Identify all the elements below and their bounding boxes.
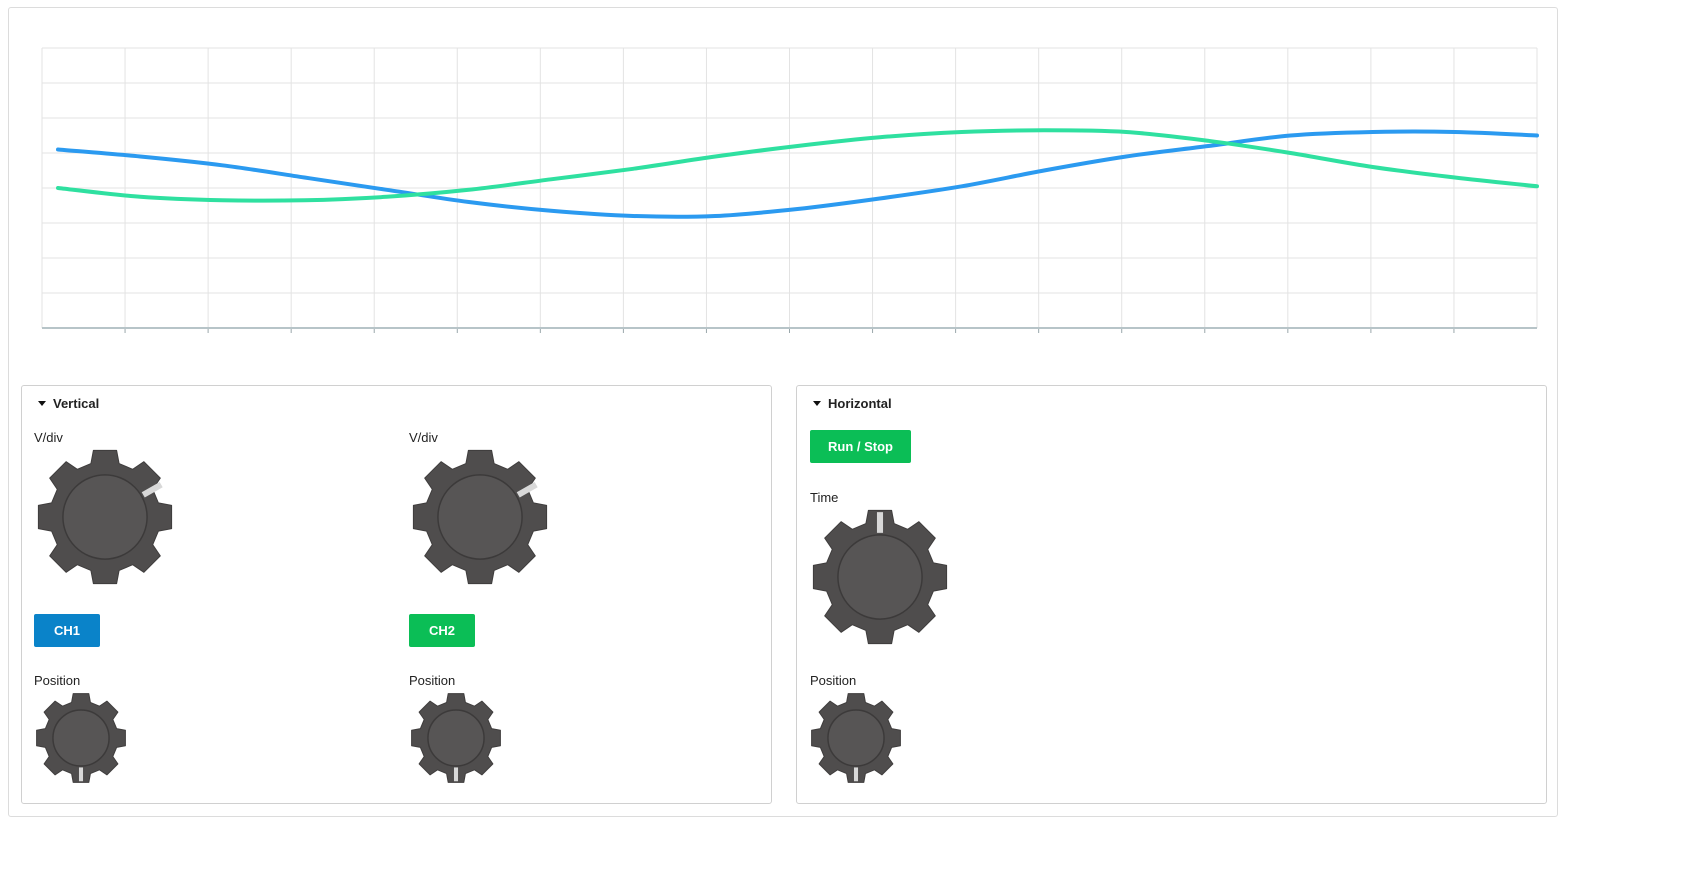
knob-face bbox=[837, 534, 923, 620]
gear-knob-icon bbox=[412, 449, 548, 585]
caret-down-icon bbox=[813, 401, 821, 406]
gear-knob-icon bbox=[411, 693, 501, 783]
knob-indicator bbox=[876, 512, 884, 533]
horizontal-position-knob[interactable] bbox=[810, 692, 902, 784]
ch1-vdiv-knob[interactable] bbox=[36, 448, 174, 586]
knob-indicator bbox=[141, 481, 163, 498]
ch2-position-knob[interactable] bbox=[410, 692, 502, 784]
gear-knob-icon bbox=[812, 509, 948, 645]
ch1-position-knob[interactable] bbox=[35, 692, 127, 784]
knob-face bbox=[62, 474, 148, 560]
horizontal-panel-title: Horizontal bbox=[828, 396, 892, 411]
ch1-position-label: Position bbox=[34, 673, 81, 688]
ch2-vdiv-knob[interactable] bbox=[411, 448, 549, 586]
knob-indicator bbox=[78, 767, 84, 782]
knob-indicator bbox=[516, 481, 538, 498]
caret-down-icon bbox=[38, 401, 46, 406]
vertical-panel: Vertical V/div CH1 Position V/div CH2 Po… bbox=[21, 385, 772, 804]
knob-face bbox=[437, 474, 523, 560]
vertical-panel-header[interactable]: Vertical bbox=[38, 396, 99, 411]
ch2-position-label: Position bbox=[409, 673, 456, 688]
scope-grid bbox=[41, 47, 1538, 333]
ch2-button[interactable]: CH2 bbox=[409, 614, 475, 647]
run-stop-button[interactable]: Run / Stop bbox=[810, 430, 911, 463]
knob-indicator bbox=[853, 767, 859, 782]
ch1-trace bbox=[56, 129, 1539, 219]
ch2-vdiv-label: V/div bbox=[409, 430, 438, 445]
ch1-vdiv-label: V/div bbox=[34, 430, 63, 445]
vertical-panel-title: Vertical bbox=[53, 396, 100, 411]
knob-indicator bbox=[453, 767, 459, 782]
knob-face bbox=[52, 709, 110, 767]
horizontal-position-label: Position bbox=[810, 673, 857, 688]
oscilloscope-display bbox=[41, 47, 1539, 333]
knob-face bbox=[827, 709, 885, 767]
time-knob[interactable] bbox=[811, 508, 949, 646]
horizontal-panel-header[interactable]: Horizontal bbox=[813, 396, 892, 411]
gear-knob-icon bbox=[36, 693, 126, 783]
scope-traces bbox=[56, 128, 1539, 219]
gear-knob-icon bbox=[37, 449, 173, 585]
time-label: Time bbox=[810, 490, 839, 505]
ch1-button[interactable]: CH1 bbox=[34, 614, 100, 647]
oscilloscope-frame bbox=[8, 7, 1558, 817]
ch2-trace bbox=[56, 128, 1539, 203]
horizontal-panel: Horizontal Run / Stop Time Position bbox=[796, 385, 1547, 804]
knob-face bbox=[427, 709, 485, 767]
gear-knob-icon bbox=[811, 693, 901, 783]
